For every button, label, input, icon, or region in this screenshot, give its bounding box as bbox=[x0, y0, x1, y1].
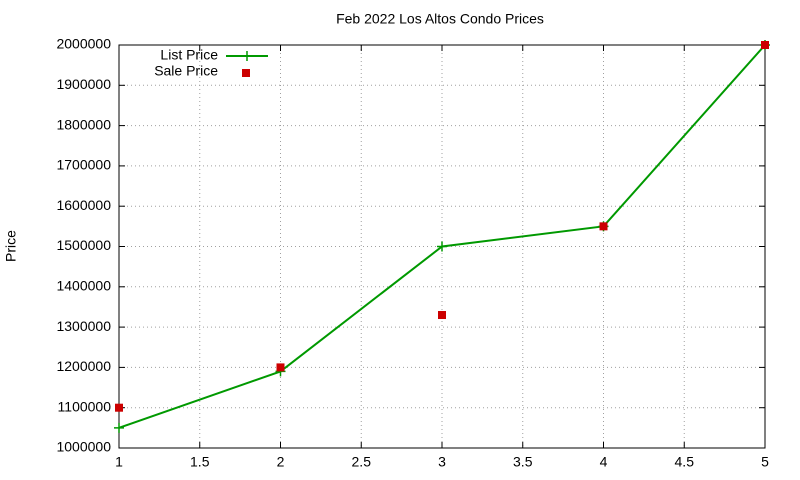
y-tick-label: 1800000 bbox=[56, 116, 111, 132]
data-point bbox=[115, 403, 123, 412]
x-tick-label: 3 bbox=[438, 454, 446, 470]
legend-marker bbox=[242, 69, 250, 77]
y-tick-label: 1700000 bbox=[56, 157, 111, 173]
y-tick-label: 1500000 bbox=[56, 237, 111, 253]
data-point bbox=[599, 222, 608, 231]
legend-label: Sale Price bbox=[154, 63, 218, 79]
x-tick-label: 1 bbox=[115, 454, 123, 470]
y-tick-label: 1600000 bbox=[56, 197, 111, 213]
data-point bbox=[437, 241, 447, 252]
plot-border bbox=[118, 44, 766, 449]
chart-title: Feb 2022 Los Altos Condo Prices bbox=[336, 11, 544, 27]
data-point bbox=[438, 311, 446, 320]
x-tick-label: 3.5 bbox=[513, 454, 533, 470]
y-tick-label: 1100000 bbox=[58, 398, 112, 414]
x-tick-label: 4.5 bbox=[675, 454, 695, 470]
y-tick-label: 1400000 bbox=[56, 278, 111, 294]
y-tick-label: 2000000 bbox=[56, 36, 111, 52]
x-tick-label: 4 bbox=[600, 454, 608, 470]
data-point bbox=[276, 363, 285, 372]
data-point bbox=[114, 422, 124, 433]
x-tick-label: 1.5 bbox=[190, 454, 210, 470]
y-tick-label: 1200000 bbox=[56, 358, 111, 374]
y-tick-label: 1900000 bbox=[56, 76, 111, 92]
x-tick-label: 2.5 bbox=[352, 454, 372, 470]
legend-marker bbox=[242, 51, 252, 61]
legend-label: List Price bbox=[160, 47, 218, 63]
data-point bbox=[761, 41, 769, 49]
series-line bbox=[118, 44, 766, 429]
y-tick-label: 1300000 bbox=[56, 318, 111, 334]
y-tick-label: 1000000 bbox=[56, 439, 111, 455]
x-tick-label: 2 bbox=[277, 454, 285, 470]
x-tick-label: 5 bbox=[761, 454, 769, 470]
y-axis-label: Price bbox=[3, 230, 19, 262]
